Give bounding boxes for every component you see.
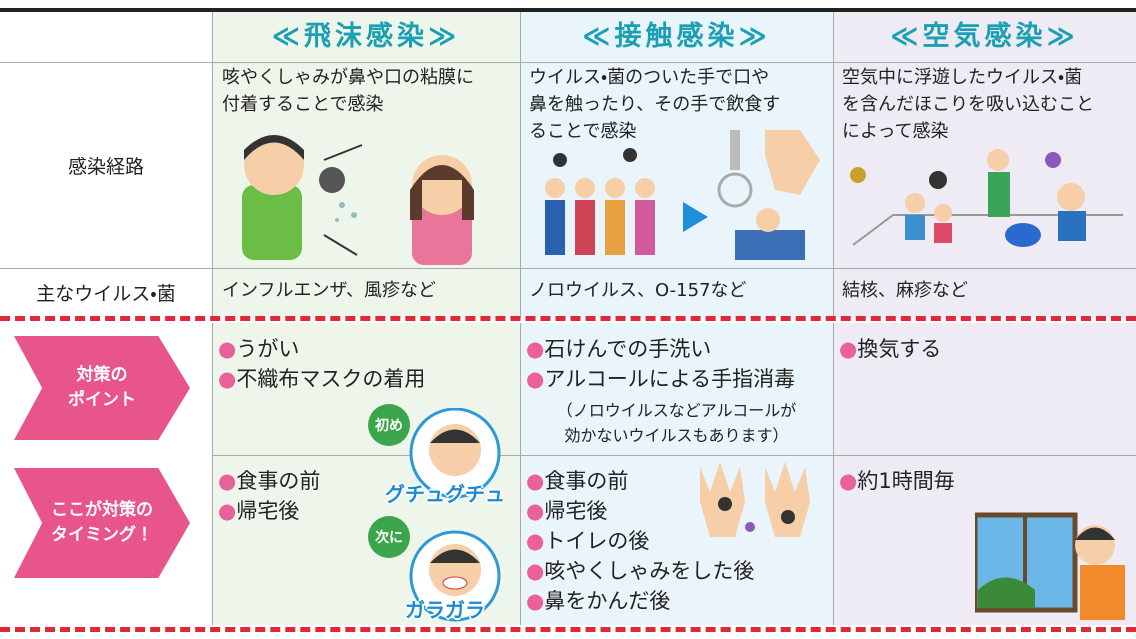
illustration <box>975 512 1125 620</box>
bullet: 帰宅後 <box>526 496 754 526</box>
column-title: ≪飛沫感染≫ <box>271 21 461 52</box>
route-text: 空気中に浮遊したウイルス・菌 を含んだほこりを吸い込むこと によって感染 <box>842 64 1094 145</box>
text-line: 咳やくしゃみが鼻や口の粘膜に <box>222 67 474 88</box>
text-line: 空気中に浮遊したウイルス・菌 <box>842 67 1083 88</box>
divider <box>520 323 521 625</box>
bullet: 約1時間毎 <box>839 466 954 496</box>
dashed-rule <box>0 627 1136 632</box>
divider <box>212 455 1136 456</box>
bullet: 咳やくしゃみをした後 <box>526 556 754 586</box>
sound-text: ガラガラ <box>405 598 485 622</box>
dashed-rule <box>0 316 1136 321</box>
bullet-list: 換気する <box>839 334 941 364</box>
text-line: ることで感染 <box>529 121 637 142</box>
text-line: ウイルス・菌のついた手で口や <box>529 67 770 88</box>
divider <box>833 12 834 318</box>
sound-text: グチュグチュ <box>385 482 505 506</box>
route-text: 咳やくしゃみが鼻や口の粘膜に 付着することで感染 <box>222 64 474 118</box>
illustration <box>545 130 820 260</box>
bullet-list: 約1時間毎 <box>839 466 954 496</box>
text-line: 効かないウイルスもあります） <box>564 426 789 445</box>
column-title: ≪接触感染≫ <box>582 21 771 52</box>
illustration <box>409 408 501 622</box>
row-label: 感染経路 <box>67 156 144 178</box>
badge: 次に <box>368 516 410 558</box>
bullet-list: 食事の前 帰宅後 <box>218 466 320 526</box>
row-label: 主なウイルス・菌 <box>36 283 176 305</box>
text-line: によって感染 <box>842 121 949 142</box>
text-line: ここが対策の <box>51 500 153 520</box>
route-text: ウイルス・菌のついた手で口や 鼻を触ったり、その手で飲食す ることで感染 <box>529 64 780 145</box>
bullet: トイレの後 <box>526 526 754 556</box>
divider <box>833 323 834 625</box>
bullet-list: うがい 不織布マスクの着用 <box>218 334 425 394</box>
text-line: を含んだほこりを吸い込むこと <box>842 94 1094 115</box>
divider <box>212 12 213 318</box>
bullet: 不織布マスクの着用 <box>218 364 425 394</box>
bullet: うがい <box>218 334 425 364</box>
text-line: タイミング！ <box>51 525 153 545</box>
bullet: アルコールによる手指消毒 <box>526 364 795 394</box>
bullet: 食事の前 <box>218 466 320 496</box>
divider <box>0 268 1136 269</box>
bullet: 石けんでの手洗い <box>526 334 795 364</box>
measure-label: 対策の ポイント <box>14 336 190 440</box>
illustration <box>242 135 474 265</box>
column-title: ≪空気感染≫ <box>890 21 1079 52</box>
bullet: 鼻をかんだ後 <box>526 586 754 616</box>
illustration <box>850 149 1123 247</box>
bullet-list: 食事の前 帰宅後 トイレの後 咳やくしゃみをした後 鼻をかんだ後 <box>526 466 754 616</box>
divider <box>0 62 1136 63</box>
virus-text: インフルエンザ、風疹など <box>222 280 437 301</box>
bullet: 換気する <box>839 334 941 364</box>
measure-label: ここが対策の タイミング！ <box>14 468 190 578</box>
virus-text: 結核、麻疹など <box>842 280 968 301</box>
badge: 初め <box>368 404 410 446</box>
bullet: 帰宅後 <box>218 496 320 526</box>
top-rule <box>0 8 1136 12</box>
note: （ノロウイルスなどアルコールが 効かないウイルスもあります） <box>520 398 833 448</box>
bullet-list: 石けんでの手洗い アルコールによる手指消毒 <box>526 334 795 394</box>
divider <box>520 12 521 318</box>
text-line: 付着することで感染 <box>222 94 384 115</box>
text-line: ポイント <box>68 390 136 410</box>
col-bg <box>833 12 1136 318</box>
divider <box>212 323 213 625</box>
text-line: 鼻を触ったり、その手で飲食す <box>529 94 781 115</box>
bullet: 食事の前 <box>526 466 754 496</box>
text-line: （ノロウイルスなどアルコールが <box>556 401 797 420</box>
virus-text: ノロウイルス、O-157など <box>529 280 747 301</box>
text-line: 対策の <box>76 365 128 385</box>
